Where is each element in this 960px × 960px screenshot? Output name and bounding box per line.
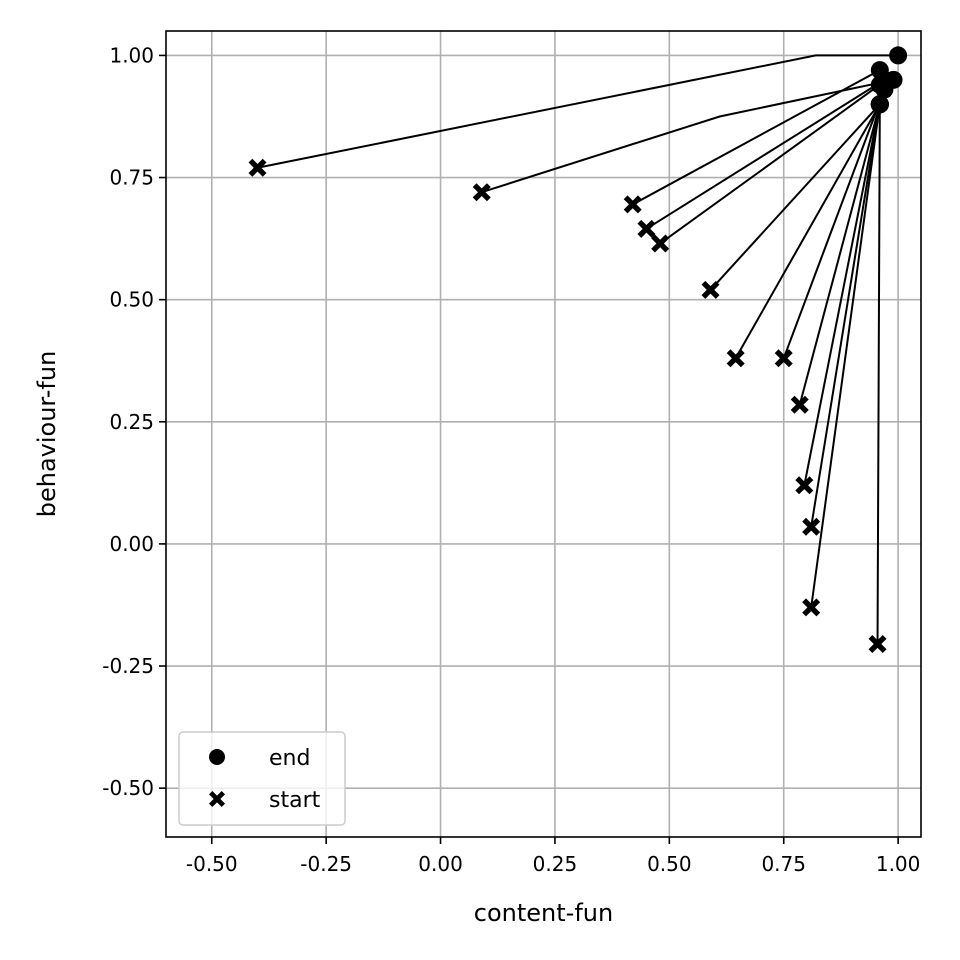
trajectory-line bbox=[810, 104, 881, 527]
start-point bbox=[868, 635, 887, 654]
y-tick-label: -0.25 bbox=[102, 654, 154, 678]
start-point bbox=[795, 476, 814, 495]
end-point bbox=[870, 95, 889, 114]
start-point bbox=[726, 349, 745, 368]
y-tick-label: -0.50 bbox=[102, 776, 154, 800]
trajectory-line bbox=[798, 104, 881, 405]
trajectory-line bbox=[734, 103, 881, 359]
trajectory-line bbox=[810, 104, 881, 608]
end-markers bbox=[870, 46, 908, 114]
start-point bbox=[790, 395, 809, 414]
trajectory-lines bbox=[257, 54, 899, 645]
start-point bbox=[651, 234, 670, 253]
trajectory-line bbox=[876, 104, 881, 645]
trajectory-line bbox=[782, 89, 886, 359]
trajectory-line bbox=[659, 83, 881, 245]
legend-start-marker bbox=[209, 791, 225, 807]
legend-end-marker bbox=[209, 749, 225, 765]
x-tick-label: -0.25 bbox=[300, 852, 352, 876]
x-axis-label: content-fun bbox=[474, 899, 613, 927]
y-axis-label: behaviour-fun bbox=[33, 351, 61, 518]
start-point bbox=[774, 349, 793, 368]
trajectory-line bbox=[481, 78, 894, 194]
start-point bbox=[637, 219, 656, 238]
x-tick-label: 1.00 bbox=[876, 852, 921, 876]
legend-label: start bbox=[269, 788, 321, 813]
start-point bbox=[472, 183, 491, 202]
legend: end start bbox=[178, 731, 346, 826]
trajectory-line bbox=[645, 79, 885, 230]
trajectory-line bbox=[709, 103, 881, 291]
x-tick-label: -0.50 bbox=[186, 852, 238, 876]
start-point bbox=[802, 517, 821, 536]
trajectory-line bbox=[803, 104, 881, 486]
series-group bbox=[248, 46, 908, 654]
start-point bbox=[623, 195, 642, 214]
grid bbox=[166, 31, 921, 837]
x-axis: -0.50 -0.25 0.00 0.25 0.50 0.75 1.00 bbox=[186, 837, 921, 876]
start-point bbox=[802, 598, 821, 617]
y-tick-label: 0.00 bbox=[109, 532, 154, 556]
end-point bbox=[875, 80, 894, 99]
legend-label: end bbox=[269, 746, 310, 771]
x-tick-label: 0.25 bbox=[533, 852, 578, 876]
trajectory-line bbox=[257, 54, 899, 169]
x-tick-label: 0.75 bbox=[761, 852, 806, 876]
start-point bbox=[248, 158, 267, 177]
end-point bbox=[889, 46, 908, 65]
y-tick-label: 1.00 bbox=[109, 43, 154, 67]
start-markers bbox=[248, 158, 887, 654]
y-axis: -0.50 -0.25 0.00 0.25 0.50 0.75 1.00 bbox=[102, 43, 166, 800]
y-tick-label: 0.25 bbox=[109, 410, 154, 434]
start-point bbox=[701, 280, 720, 299]
y-tick-label: 0.50 bbox=[109, 288, 154, 312]
y-tick-label: 0.75 bbox=[109, 166, 154, 190]
x-tick-label: 0.00 bbox=[418, 852, 463, 876]
x-tick-label: 0.50 bbox=[647, 852, 692, 876]
trajectory-line bbox=[632, 69, 881, 206]
plot-frame bbox=[165, 30, 922, 838]
